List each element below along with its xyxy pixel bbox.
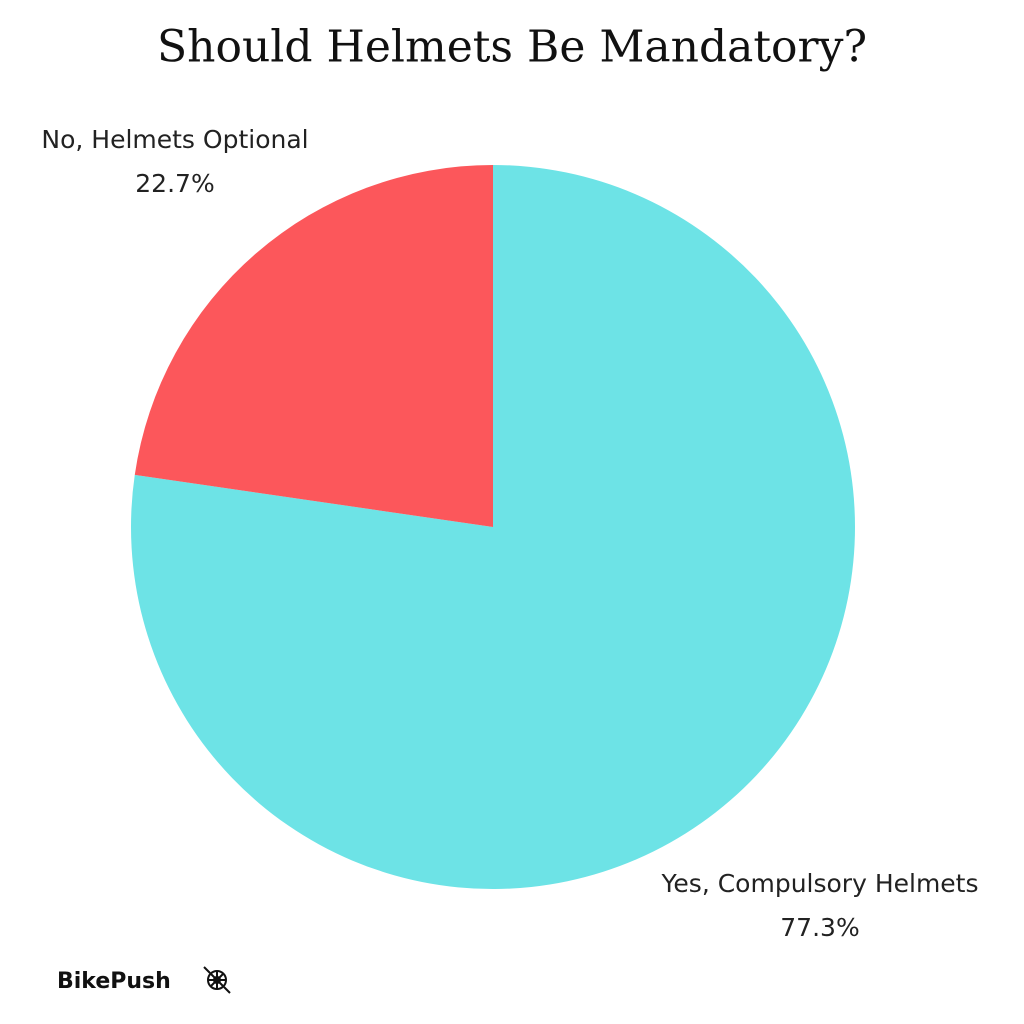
brand-icon bbox=[203, 966, 231, 994]
slice-label: Yes, Compulsory Helmets bbox=[660, 869, 978, 898]
brand: BikePush bbox=[57, 969, 171, 994]
slice-value-label: 22.7% bbox=[135, 169, 214, 198]
slice-label: No, Helmets Optional bbox=[41, 125, 308, 154]
slice-value-label: 77.3% bbox=[780, 913, 859, 942]
pie-slice bbox=[134, 165, 493, 527]
chart-title: Should Helmets Be Mandatory? bbox=[157, 22, 867, 73]
pie-slice bbox=[131, 165, 855, 889]
